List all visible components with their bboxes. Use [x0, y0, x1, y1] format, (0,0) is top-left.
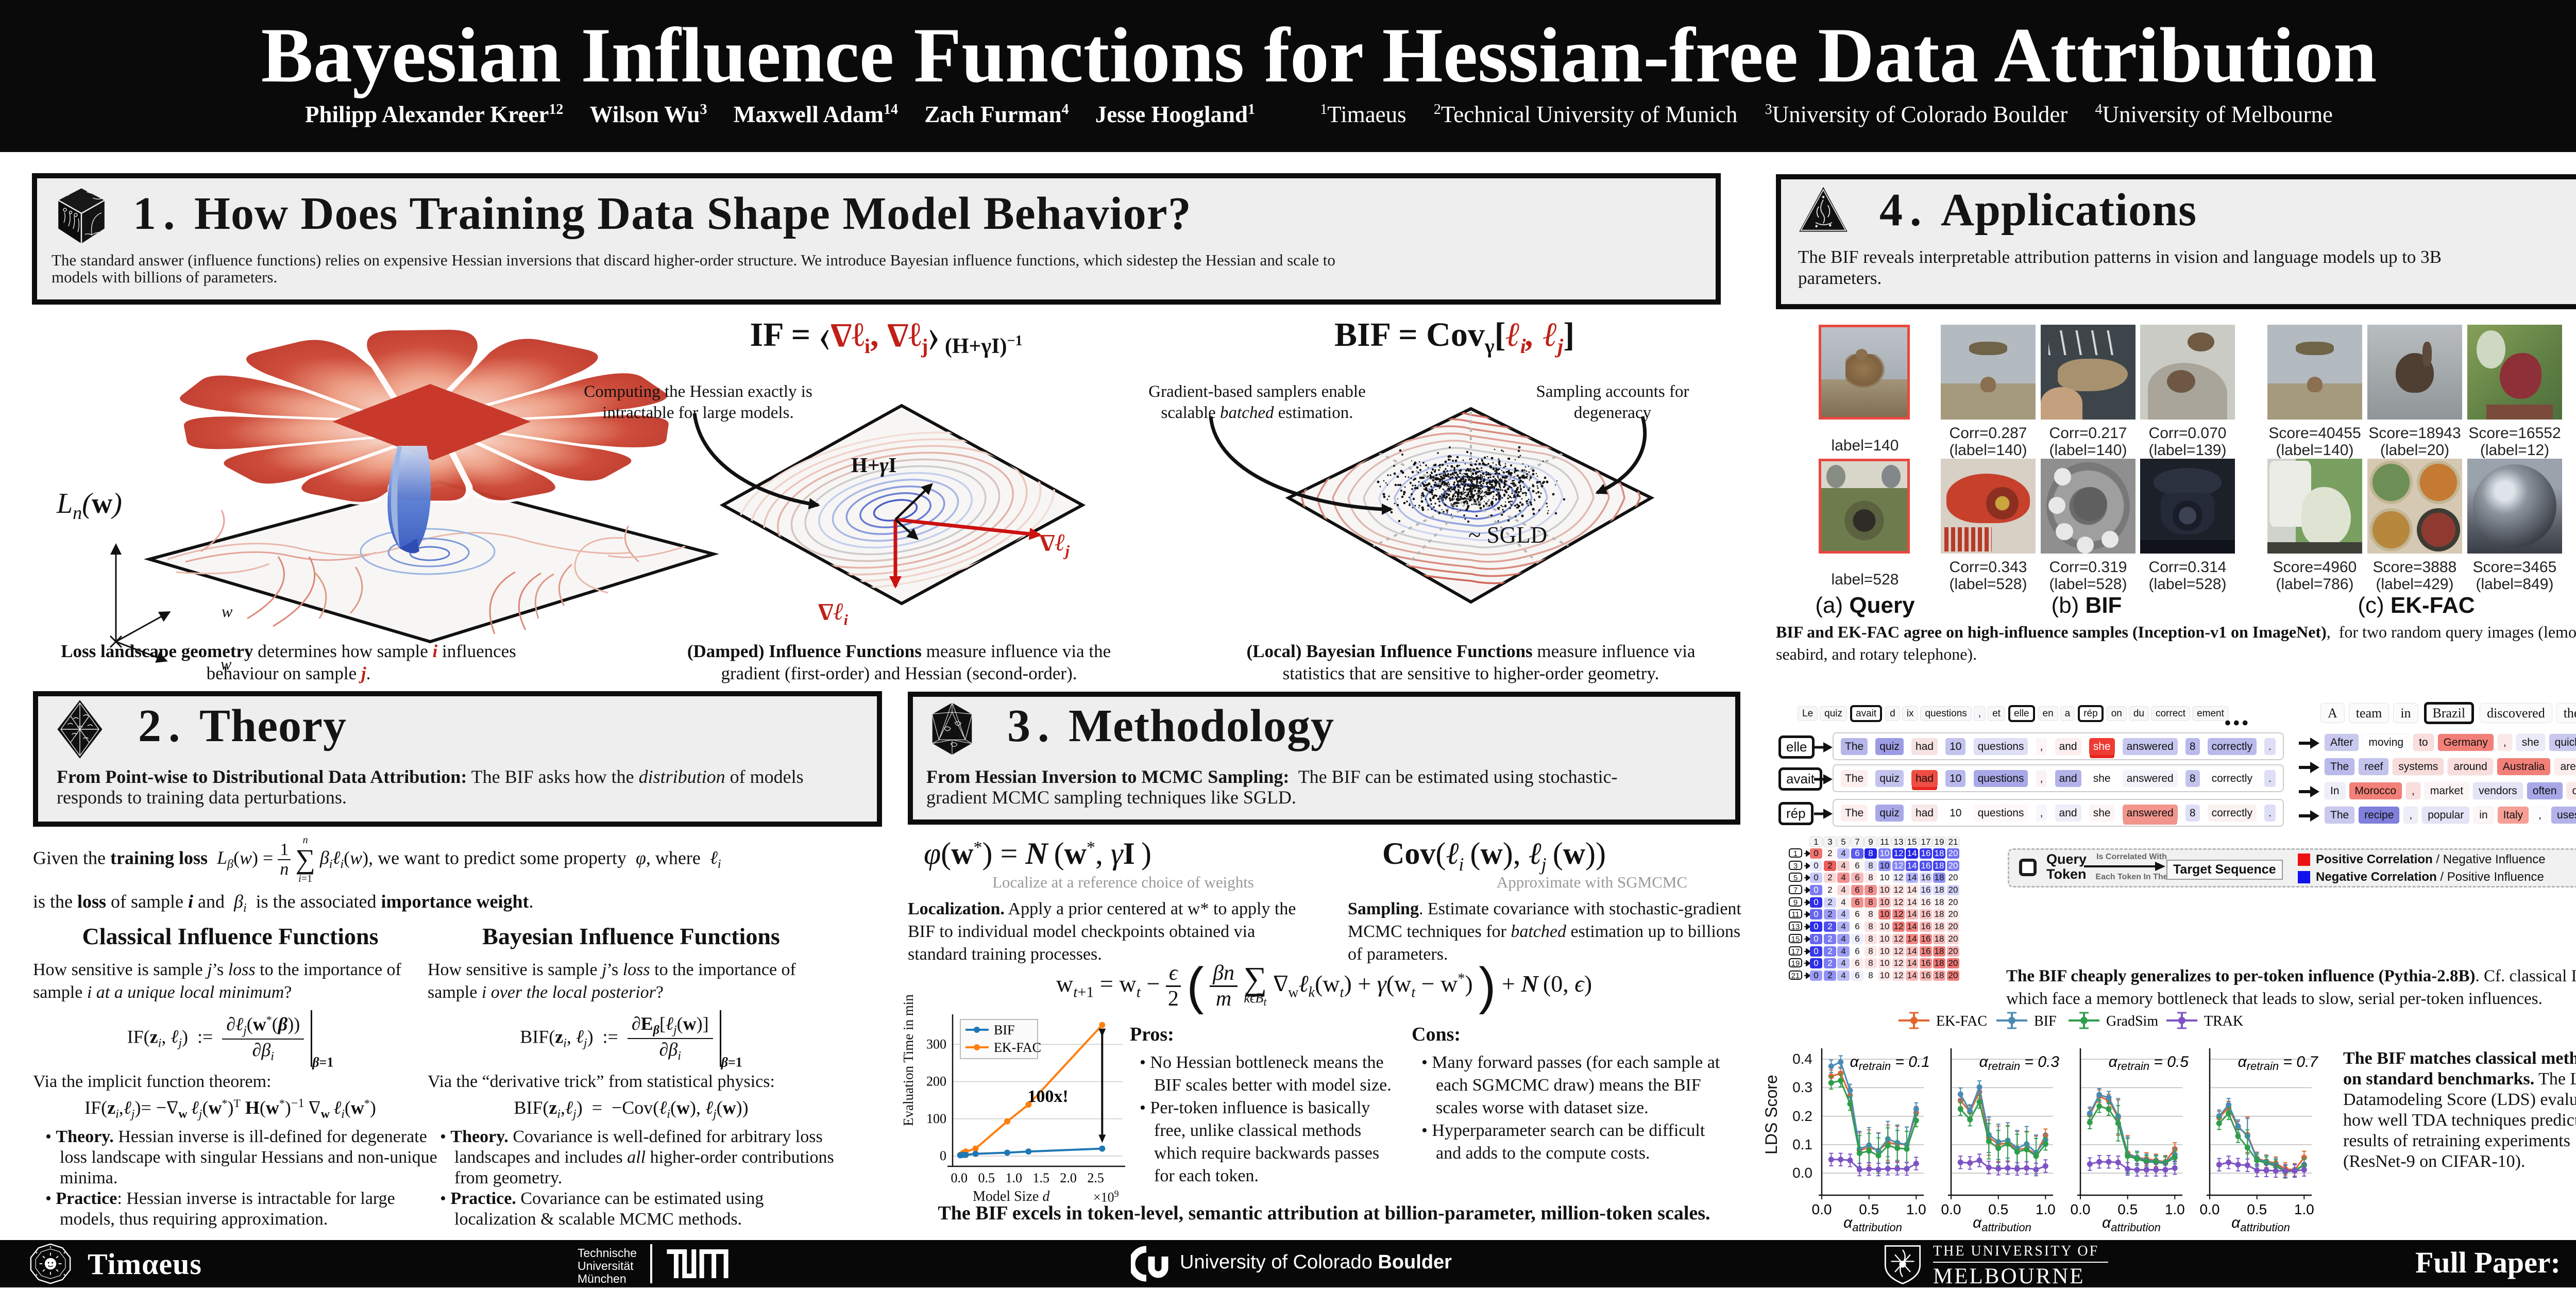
svg-text:αretrain = 0.3: αretrain = 0.3: [1979, 1053, 2060, 1073]
svg-text:2.5: 2.5: [1087, 1170, 1104, 1185]
svg-text:200: 200: [926, 1074, 946, 1089]
svg-text:0.5: 0.5: [1988, 1201, 2008, 1217]
svg-text:1.5: 1.5: [1032, 1170, 1049, 1185]
svg-text:100: 100: [926, 1111, 946, 1126]
svg-text:αretrain = 0.7: αretrain = 0.7: [2238, 1053, 2319, 1073]
svg-text:0: 0: [940, 1148, 946, 1163]
svg-text:GradSim: GradSim: [2106, 1013, 2158, 1029]
svg-text:TRAK: TRAK: [2204, 1013, 2243, 1029]
svg-text:EK-FAC: EK-FAC: [1936, 1013, 1987, 1029]
svg-text:0.5: 0.5: [2247, 1201, 2267, 1217]
svg-text:0.0: 0.0: [2200, 1201, 2220, 1217]
svg-text:2.0: 2.0: [1060, 1170, 1077, 1185]
svg-text:0.5: 0.5: [1859, 1201, 1879, 1217]
svg-text:300: 300: [926, 1036, 946, 1051]
svg-text:αretrain = 0.1: αretrain = 0.1: [1850, 1053, 1930, 1073]
svg-text:αretrain = 0.5: αretrain = 0.5: [2109, 1053, 2189, 1073]
svg-text:1.0: 1.0: [1906, 1201, 1926, 1217]
svg-text:1.0: 1.0: [2036, 1201, 2056, 1217]
svg-text:1.0: 1.0: [2165, 1201, 2185, 1217]
svg-text:0.0: 0.0: [1941, 1201, 1961, 1217]
svg-text:0.0: 0.0: [951, 1170, 968, 1185]
svg-text:100x!: 100x!: [1027, 1087, 1068, 1106]
svg-text:EK-FAC: EK-FAC: [994, 1040, 1041, 1055]
svg-text:BIF: BIF: [2034, 1013, 2057, 1029]
svg-text:0.0: 0.0: [2071, 1201, 2091, 1217]
svg-text:0.0: 0.0: [1812, 1201, 1832, 1217]
svg-text:0.5: 0.5: [2117, 1201, 2138, 1217]
svg-text:BIF: BIF: [994, 1023, 1014, 1037]
svg-text:1.0: 1.0: [1005, 1170, 1022, 1185]
svg-text:1.0: 1.0: [2294, 1201, 2314, 1217]
svg-text:0.5: 0.5: [978, 1170, 995, 1185]
